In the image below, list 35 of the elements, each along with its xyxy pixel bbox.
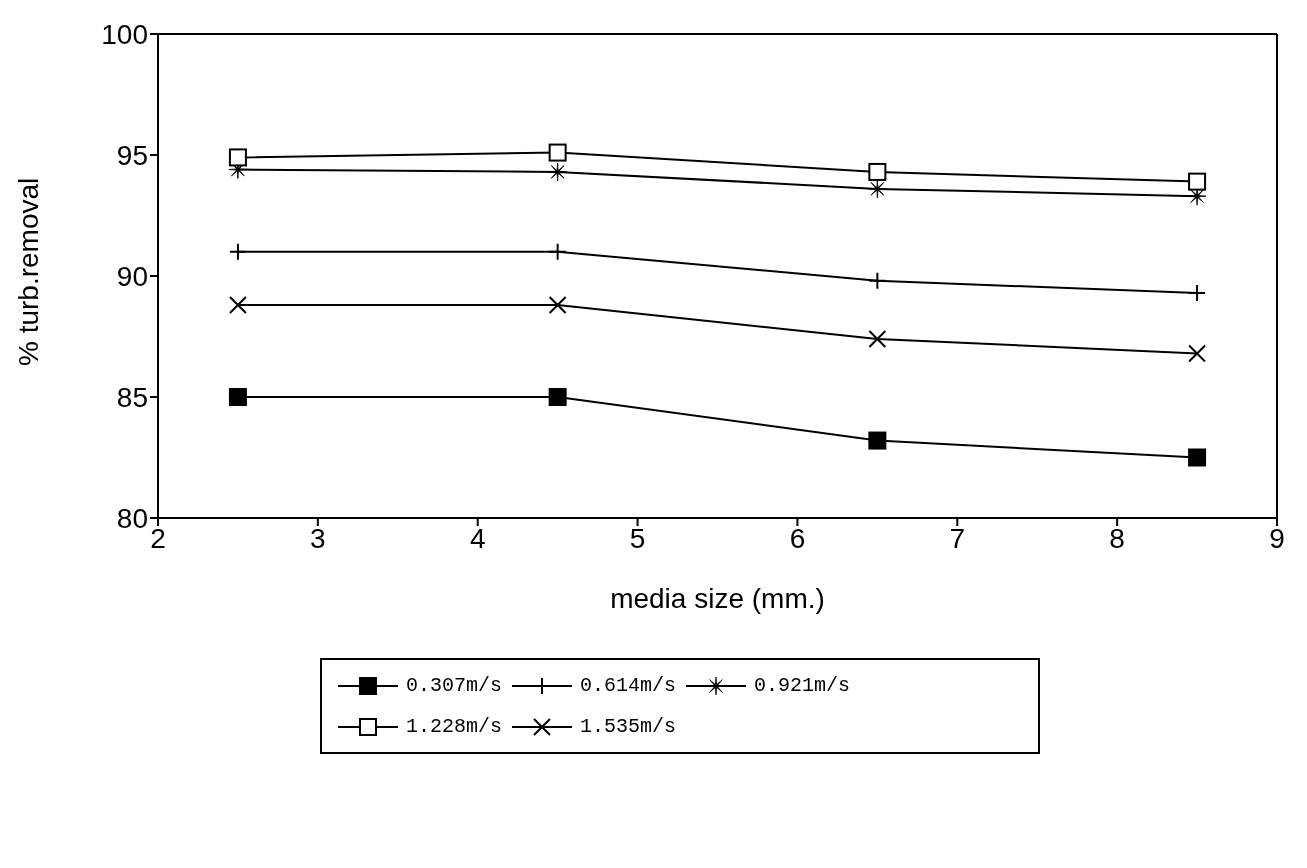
- point: [867, 179, 887, 199]
- y-tick-label: 80: [116, 502, 148, 534]
- point: [548, 162, 568, 182]
- x-tick-label: 8: [1109, 522, 1125, 554]
- x-axis-title: media size (mm.): [610, 583, 825, 614]
- y-tick-label: 85: [116, 381, 148, 413]
- point: [228, 242, 247, 261]
- x-tick-label: 9: [1269, 522, 1285, 554]
- x-tick-label: 6: [789, 522, 806, 554]
- legend-label: 0.307m/s: [406, 674, 503, 697]
- x-tick-label: 7: [949, 522, 966, 554]
- legend-label: 1.535m/s: [580, 715, 677, 738]
- point: [1188, 448, 1207, 467]
- x-tick-label: 3: [310, 522, 326, 554]
- point: [1188, 172, 1207, 191]
- point: [868, 329, 887, 348]
- y-tick-label: 95: [116, 139, 148, 171]
- y-tick-label: 100: [101, 18, 148, 50]
- point: [1188, 344, 1207, 363]
- point: [548, 143, 567, 162]
- point: [228, 388, 247, 406]
- point: [548, 296, 567, 315]
- point: [868, 162, 887, 181]
- legend-label: 0.921m/s: [754, 674, 851, 697]
- x-tick-label: 2: [150, 522, 166, 554]
- legend-label: 0.614m/s: [580, 674, 677, 697]
- point: [548, 388, 567, 406]
- x-tick-label: 5: [629, 522, 646, 554]
- point: [868, 431, 887, 450]
- point: [228, 296, 247, 315]
- point: [228, 148, 247, 167]
- y-tick-label: 90: [116, 260, 148, 292]
- legend-label: 1.228m/s: [406, 715, 503, 738]
- y-axis-title: % turb.removal: [12, 177, 44, 366]
- x-tick-label: 4: [469, 522, 486, 554]
